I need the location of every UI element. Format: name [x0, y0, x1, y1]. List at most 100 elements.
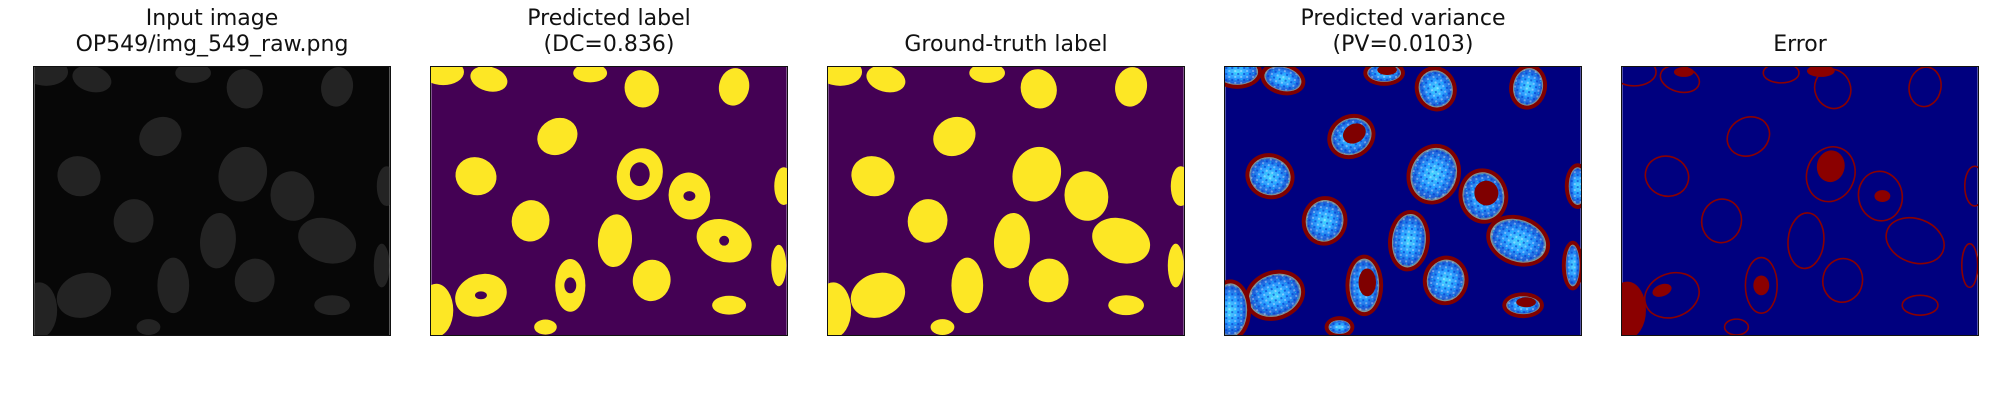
title-line-1: Error — [1773, 32, 1827, 57]
nucleus — [1644, 155, 1690, 198]
nucleus — [1020, 69, 1057, 109]
title-line-1: Ground-truth label — [904, 32, 1108, 57]
nucleus — [1306, 201, 1343, 241]
title-line-1: Input image — [145, 6, 279, 31]
nucleus — [475, 291, 487, 300]
nucleus — [373, 243, 390, 288]
title-line-2: (DC=0.836) — [543, 32, 675, 57]
error-image — [1621, 66, 1979, 336]
nucleus — [1622, 67, 1657, 87]
nucleus — [1012, 146, 1062, 202]
nucleus — [470, 67, 508, 92]
nucleus — [1250, 158, 1290, 195]
nucleus — [828, 67, 863, 86]
nucleus — [1028, 258, 1069, 303]
input-image — [33, 66, 391, 336]
nucleus — [1115, 67, 1148, 107]
nucleus — [1419, 71, 1452, 107]
nucleus — [321, 67, 354, 107]
nucleus — [1427, 260, 1464, 301]
nucleus — [34, 282, 58, 335]
nucleus — [1901, 294, 1939, 316]
nucleus — [1622, 282, 1646, 335]
nucleus — [113, 199, 154, 243]
title-line-2: OP549/img_549_raw.png — [75, 32, 349, 57]
nucleus — [139, 116, 182, 157]
nucleus — [1342, 123, 1366, 144]
nucleus — [1514, 69, 1543, 105]
nucleus — [1726, 116, 1771, 157]
nucleus — [1821, 257, 1864, 303]
nucleus — [1816, 150, 1845, 183]
nucleus — [1874, 190, 1891, 202]
nucleus — [1225, 284, 1247, 335]
nucleus — [771, 244, 787, 287]
nucleus — [969, 67, 1006, 83]
nucleus — [1329, 321, 1350, 334]
nucleus — [455, 157, 497, 196]
panel-title: Predicted variance (PV=0.0103) — [1224, 6, 1582, 58]
nucleus — [234, 258, 275, 303]
nucleus — [1787, 212, 1825, 270]
nucleus — [1762, 67, 1800, 84]
nucleus — [314, 295, 350, 316]
nucleus — [157, 257, 190, 314]
nucleus — [1805, 146, 1856, 203]
predicted-label-image — [430, 66, 788, 336]
nucleus — [175, 67, 212, 83]
nucleus — [1377, 67, 1397, 75]
nucleus — [1491, 219, 1546, 262]
nucleus — [1170, 166, 1184, 206]
nucleus — [774, 167, 787, 205]
nucleus — [1265, 67, 1301, 91]
nucleus — [1885, 217, 1945, 265]
nucleus — [72, 67, 112, 93]
nucleus — [1411, 148, 1457, 200]
nucleus — [629, 162, 650, 187]
nucleus — [1249, 274, 1301, 316]
nucleus — [933, 116, 976, 157]
nucleus — [1857, 170, 1904, 222]
nucleus — [1225, 67, 1258, 84]
nucleus — [1961, 242, 1978, 289]
nucleus — [1659, 67, 1701, 94]
nucleus — [866, 67, 906, 93]
predicted-variance-image — [1224, 66, 1582, 336]
nucleus — [1108, 295, 1144, 316]
nucleus — [1673, 67, 1694, 77]
nucleus — [1744, 256, 1778, 314]
nucleus — [683, 191, 696, 201]
panel-title: Predicted label (DC=0.836) — [430, 6, 788, 58]
nucleus — [1474, 180, 1499, 206]
nucleus — [1516, 297, 1536, 308]
nucleus — [199, 212, 236, 269]
nucleus — [1064, 171, 1109, 221]
nucleus — [1753, 275, 1770, 296]
nucleus — [1806, 67, 1835, 77]
nucleus — [564, 277, 577, 294]
nucleus — [218, 146, 268, 202]
nucleus — [1963, 165, 1978, 207]
nucleus — [1566, 245, 1579, 286]
nucleus — [1569, 168, 1581, 204]
nucleus — [270, 171, 315, 221]
nucleus — [632, 259, 671, 302]
nucleus — [534, 319, 557, 335]
nucleus — [376, 166, 390, 206]
nucleus — [1358, 268, 1377, 297]
nucleus — [993, 212, 1030, 269]
nucleus — [537, 117, 578, 156]
nucleus — [597, 214, 633, 268]
title-line-1: Predicted variance — [1300, 6, 1506, 31]
nucleus — [719, 235, 730, 246]
nucleus — [226, 69, 263, 109]
nucleus — [930, 319, 955, 335]
nucleus — [57, 156, 101, 197]
title-line-1: Predicted label — [527, 6, 691, 31]
nucleus — [624, 70, 659, 108]
nucleus — [907, 199, 948, 243]
nucleus — [828, 282, 852, 335]
ground-truth-image — [827, 66, 1185, 336]
title-line-2: (PV=0.0103) — [1332, 32, 1474, 57]
nucleus — [1392, 214, 1425, 267]
